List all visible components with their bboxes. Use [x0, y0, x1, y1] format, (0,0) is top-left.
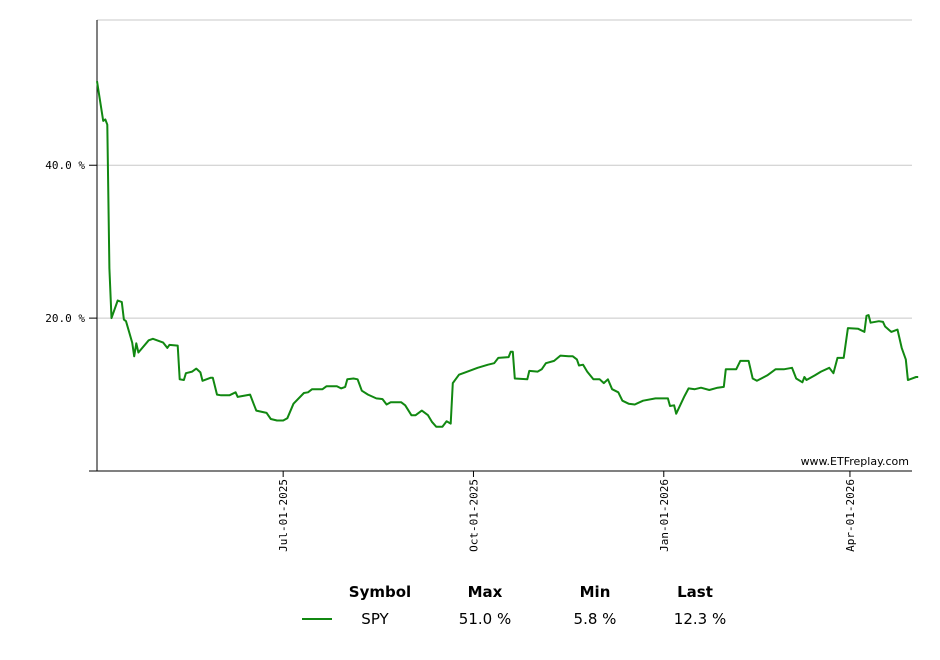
- x-axis-ticks: Jul-01-2025 Oct-01-2025 Jan-01-2026 Apr-01-…: [277, 471, 857, 552]
- header-symbol: Symbol: [348, 583, 412, 601]
- row-symbol: SPY: [361, 610, 389, 628]
- y-tick-label-1: 40.0 %: [45, 159, 85, 172]
- grid-lines: [97, 19, 912, 319]
- header-min: Min: [579, 583, 611, 601]
- header-last: Last: [677, 583, 713, 601]
- watermark-text: www.ETFreplay.com: [801, 455, 909, 468]
- x-tick-label-0: Jul-01-2025: [277, 479, 290, 552]
- row-min: 5.8 %: [573, 610, 617, 628]
- x-tick-label-2: Jan-01-2026: [658, 479, 671, 552]
- row-max: 51.0 %: [458, 610, 512, 628]
- summary-table: Symbol Max Min Last SPY 51.0 % 5.8 % 12.…: [290, 580, 770, 640]
- y-axis-ticks: 20.0 % 40.0 %: [45, 159, 97, 325]
- x-tick-label-1: Oct-01-2025: [467, 479, 480, 552]
- x-tick-label-3: Apr-01-2026: [844, 479, 857, 552]
- row-last: 12.3 %: [673, 610, 727, 628]
- y-tick-label-0: 20.0 %: [45, 312, 85, 325]
- series-line-spy: [96, 81, 919, 428]
- line-chart: 20.0 % 40.0 % Jul-01-2025 Oct-01-2025 Jan-0…: [45, 19, 919, 552]
- legend-line-swatch: [302, 618, 332, 620]
- series-group: [96, 81, 919, 428]
- header-max: Max: [467, 583, 503, 601]
